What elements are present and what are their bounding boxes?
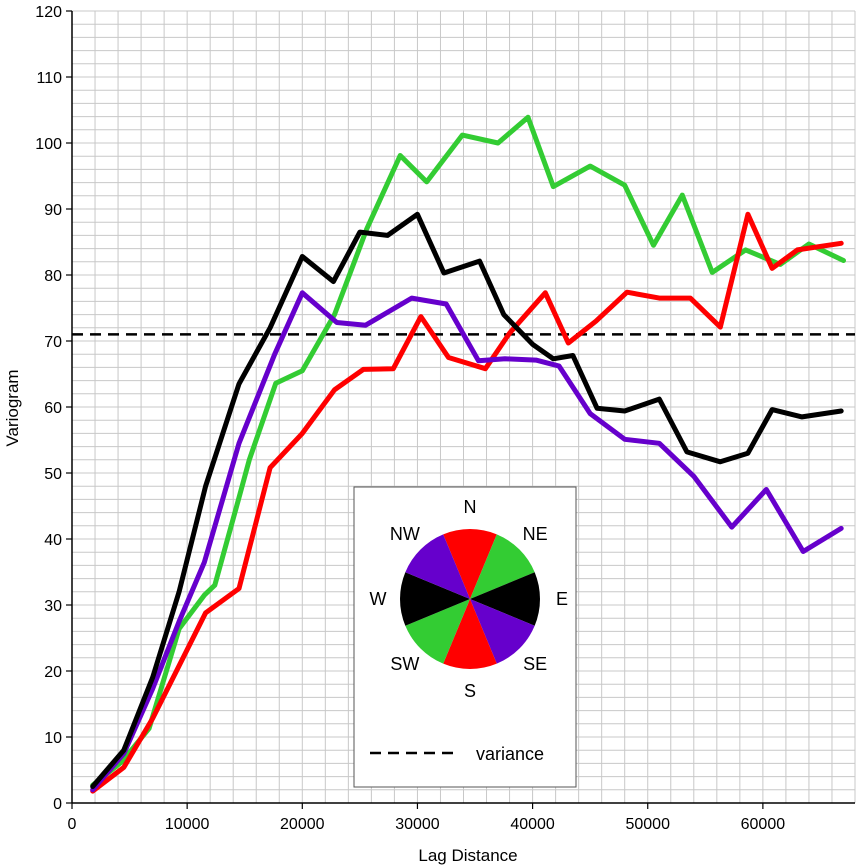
x-tick-label: 40000: [510, 816, 555, 833]
series-lines: [90, 114, 846, 794]
direction-labels: N NE E SE S SW W NW: [370, 497, 569, 701]
axes: [66, 10, 855, 809]
y-tick-label: 50: [44, 466, 62, 483]
y-tick-label: 0: [53, 796, 62, 813]
y-tick-label: 20: [44, 664, 62, 681]
x-tick-label: 60000: [741, 816, 786, 833]
x-tick-label: 0: [68, 816, 77, 833]
x-axis-title: Lag Distance: [418, 846, 517, 865]
rose-sector-sw: [405, 599, 470, 664]
direction-label-s: S: [464, 681, 476, 701]
y-tick-label: 60: [44, 400, 62, 417]
direction-label-sw: SW: [390, 654, 419, 674]
series-line-1: [90, 114, 846, 788]
y-tick-label: 80: [44, 268, 62, 285]
direction-label-nw: NW: [390, 524, 420, 544]
direction-label-n: N: [464, 497, 477, 517]
rose-sector-n: [443, 529, 497, 599]
direction-label-e: E: [556, 589, 568, 609]
y-axis-title: Variogram: [3, 369, 22, 446]
rose-sector-w: [400, 572, 470, 626]
y-tick-label: 30: [44, 598, 62, 615]
y-tick-label: 10: [44, 730, 62, 747]
rose-sector-s: [443, 599, 497, 669]
y-tick-labels: 0 10 20 30 40 50 60 70 80 90 100 110 120: [35, 4, 62, 813]
y-tick-label: 100: [35, 136, 62, 153]
y-tick-label: 90: [44, 202, 62, 219]
direction-rose: [400, 529, 540, 669]
legend: N NE E SE S SW W NW variance: [353, 486, 577, 788]
rose-sector-e: [470, 572, 540, 626]
series-line-2: [90, 211, 844, 794]
x-tick-label: 20000: [280, 816, 325, 833]
rose-sector-se: [470, 599, 535, 664]
direction-label-w: W: [370, 589, 387, 609]
rose-sector-ne: [470, 534, 535, 599]
series-line-3: [90, 290, 844, 793]
y-tick-label: 40: [44, 532, 62, 549]
direction-label-ne: NE: [523, 524, 548, 544]
y-tick-label: 120: [35, 4, 62, 21]
x-tick-labels: 0 10000 20000 30000 40000 50000 60000: [68, 816, 786, 833]
legend-variance-label: variance: [476, 744, 544, 764]
y-tick-label: 110: [36, 70, 62, 87]
series-line-4: [90, 211, 844, 789]
x-tick-label: 30000: [395, 816, 440, 833]
direction-label-se: SE: [523, 654, 547, 674]
x-tick-label: 50000: [625, 816, 670, 833]
y-tick-label: 70: [44, 334, 62, 351]
rose-sector-nw: [405, 534, 470, 599]
x-tick-label: 10000: [165, 816, 210, 833]
